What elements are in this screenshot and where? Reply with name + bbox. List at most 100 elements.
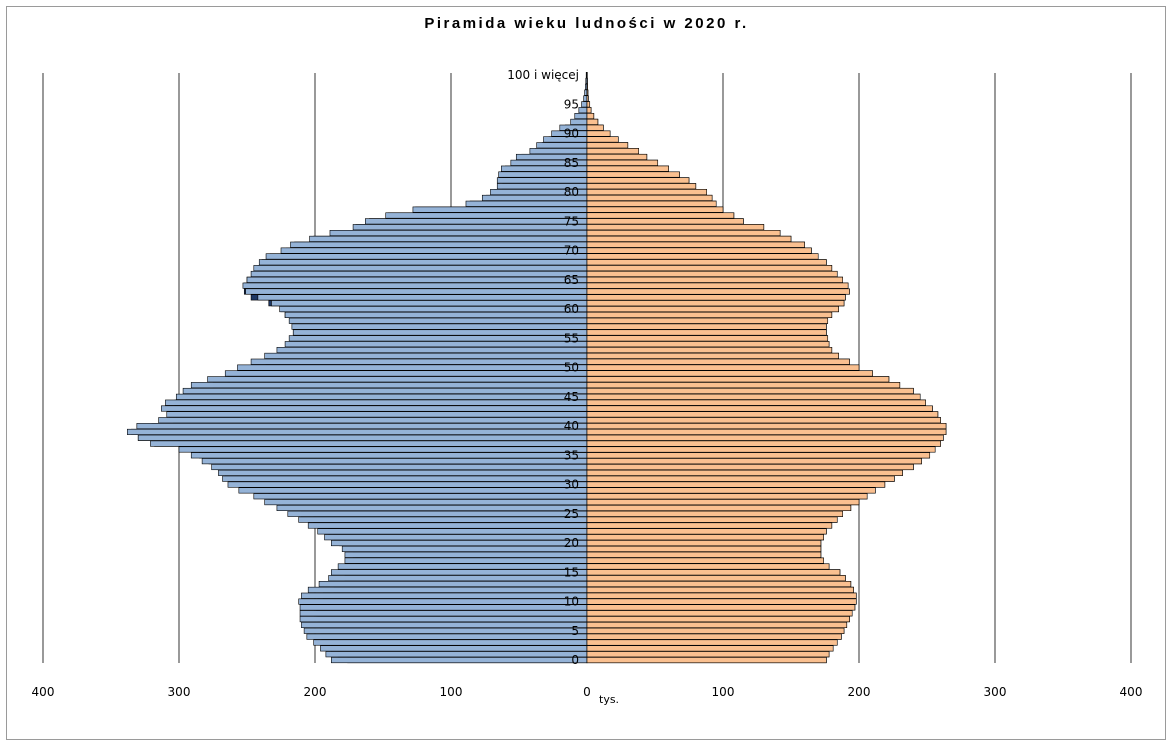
bar-women-inner-1 [586, 651, 830, 658]
bar-women-inner-92 [586, 118, 599, 125]
bar-women-inner-26 [586, 504, 852, 511]
bar-women-inner-33 [586, 464, 914, 471]
bar-men-inner-52 [264, 352, 588, 359]
bar-men-inner-58 [288, 317, 588, 324]
bar-men-inner-64 [242, 282, 588, 289]
bar-women-inner-31 [586, 475, 895, 482]
bar-women-inner-45 [586, 393, 921, 400]
bar-men-inner-78 [465, 200, 588, 207]
bar-men-inner-36 [178, 446, 588, 453]
bar-women-inner-17 [586, 557, 824, 564]
bar-women-inner-58 [586, 317, 829, 324]
bar-women-inner-36 [586, 446, 936, 453]
bar-women-inner-81 [586, 183, 697, 190]
bar-men-inner-27 [264, 499, 588, 506]
bar-women-inner-93 [586, 113, 595, 120]
bar-men-inner-83 [498, 171, 588, 178]
bar-women-inner-8 [586, 610, 853, 617]
bar-men-inner-39 [127, 428, 588, 435]
bar-women-inner-2 [586, 645, 834, 652]
bar-men-inner-96 [583, 95, 588, 102]
bar-men-inner-14 [328, 575, 588, 582]
bar-women-inner-60 [586, 306, 839, 313]
bar-men-inner-1 [325, 651, 588, 658]
bar-men-inner-15 [331, 569, 588, 576]
bar-men-inner-6 [301, 621, 588, 628]
bar-women-inner-3 [586, 639, 838, 646]
bar-women-inner-96 [586, 95, 589, 102]
bar-men-inner-72 [309, 235, 588, 242]
bar-men-inner-53 [276, 347, 588, 354]
bar-men-inner-40 [136, 423, 588, 430]
bar-women-inner-75 [586, 218, 744, 225]
bar-women-inner-85 [586, 159, 659, 166]
bar-men-inner-32 [218, 469, 588, 476]
bar-men-inner-30 [227, 481, 588, 488]
bar-women-inner-91 [586, 124, 604, 131]
y-tick-label-7: 35 [564, 448, 579, 462]
bar-women-inner-79 [586, 194, 713, 201]
bar-women-inner-50 [586, 364, 860, 371]
bar-women-inner-90 [586, 130, 611, 137]
bar-women-inner-19 [586, 545, 822, 552]
bar-men-inner-75 [365, 218, 588, 225]
bar-women-inner-52 [586, 352, 839, 359]
bar-women-inner-6 [586, 621, 848, 628]
bar-men-inner-47 [190, 382, 588, 389]
bar-women-inner-80 [586, 189, 707, 196]
bar-men-inner-43 [161, 405, 588, 412]
bar-men-inner-10 [298, 598, 588, 605]
bar-women-inner-29 [586, 487, 876, 494]
x-axis-unit-label: tys. [599, 693, 619, 706]
bar-women-inner-9 [586, 604, 856, 611]
bar-women-inner-37 [586, 440, 941, 447]
x-tick-labels: 400 300 200 100 0 100 200 300 400 [32, 685, 1143, 699]
bar-women-inner-54 [586, 341, 830, 348]
bar-women-inner-87 [586, 148, 639, 155]
bar-men-inner-82 [496, 177, 588, 184]
bar-men-inner-38 [137, 434, 588, 441]
bar-women-inner-27 [586, 499, 860, 506]
bar-women-inner-46 [586, 387, 914, 394]
bar-women-inner-41 [586, 417, 941, 424]
y-tick-label-13: 65 [564, 273, 579, 287]
bar-men-inner-70 [280, 247, 588, 254]
bar-women-inner-59 [586, 311, 833, 318]
bar-women-inner-25 [586, 510, 843, 517]
bar-men-inner-66 [250, 270, 588, 277]
x-tick-label-5: 100 [712, 685, 735, 699]
bar-women-inner-86 [586, 153, 648, 160]
bar-men-inner-63 [245, 288, 588, 295]
bar-women-inner-89 [586, 136, 619, 143]
bar-women-inner-67 [586, 265, 833, 272]
bar-women-inner-15 [586, 569, 841, 576]
x-tick-label-6: 200 [848, 685, 871, 699]
y-tick-label-17: 85 [564, 156, 579, 170]
bar-men-inner-31 [222, 475, 588, 482]
bar-women-inner-28 [586, 493, 868, 500]
bar-women-inner-65 [586, 276, 843, 283]
bar-men-inner-61 [271, 300, 588, 307]
bar-women-inner-83 [586, 171, 680, 178]
y-tick-label-20: 100 i więcej [507, 68, 579, 82]
bar-women-inner-95 [586, 101, 591, 108]
bar-men-inner-51 [250, 358, 588, 365]
bar-men-inner-97 [584, 89, 588, 96]
bar-men-inner-65 [246, 276, 588, 283]
bar-men-inner-11 [301, 592, 588, 599]
bar-women-inner-44 [586, 399, 926, 406]
bar-men-inner-93 [574, 113, 588, 120]
bar-men-inner-45 [175, 393, 588, 400]
bar-men-inner-56 [292, 329, 588, 336]
bar-women-inner-23 [586, 522, 833, 529]
y-tick-label-4: 20 [564, 536, 579, 550]
bar-women-inner-7 [586, 616, 850, 623]
bar-men-inner-13 [318, 581, 588, 588]
bars [127, 72, 947, 664]
bar-women-inner-62 [586, 294, 846, 301]
y-tick-label-8: 40 [564, 419, 579, 433]
y-tick-label-15: 75 [564, 214, 579, 228]
bar-men-inner-2 [320, 645, 588, 652]
bar-men-inner-60 [279, 306, 588, 313]
bar-men-inner-71 [290, 241, 588, 248]
